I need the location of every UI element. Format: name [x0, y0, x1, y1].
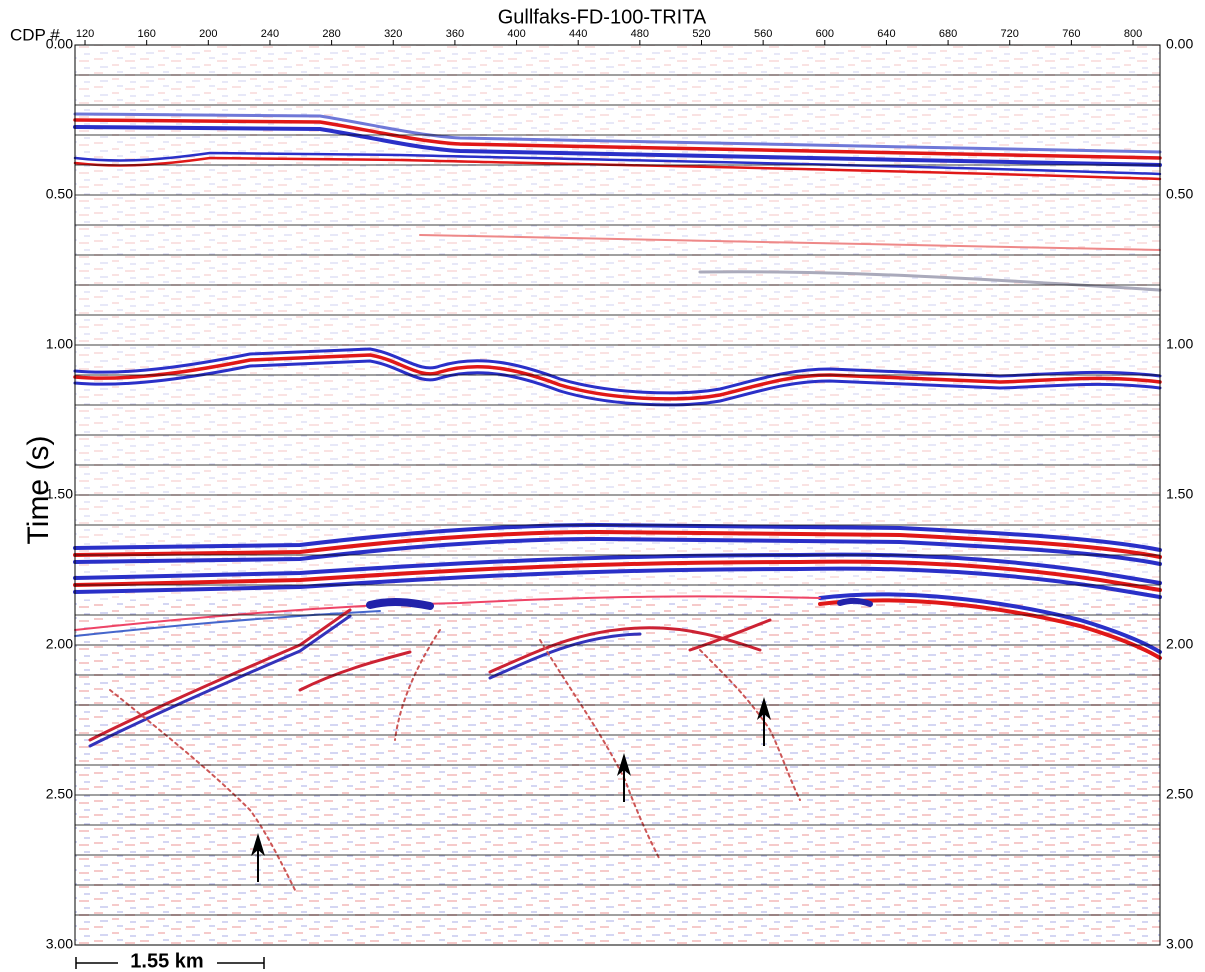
- x-tick-label: 400: [507, 28, 525, 40]
- y-tick-label: 1.50: [46, 486, 73, 502]
- y-tick-label-right: 3.00: [1166, 936, 1193, 952]
- y-tick-label-right: 0.00: [1166, 36, 1193, 52]
- y-tick-label: 0.50: [46, 186, 73, 202]
- chart-title: Gullfaks-FD-100-TRITA: [498, 6, 707, 28]
- x-tick-label: 360: [446, 28, 464, 40]
- x-tick-label: 600: [816, 28, 834, 40]
- x-tick-label: 760: [1062, 28, 1080, 40]
- y-tick-label: 1.00: [46, 336, 73, 352]
- x-tick-label: 440: [569, 28, 587, 40]
- plot-frame: [74, 44, 1161, 946]
- y-tick-label-right: 1.50: [1166, 486, 1193, 502]
- x-tick-label: 520: [692, 28, 710, 40]
- x-tick-label: 160: [137, 28, 155, 40]
- x-tick-label: 800: [1124, 28, 1142, 40]
- x-tick-label: 240: [261, 28, 279, 40]
- y-tick-label: 3.00: [46, 936, 73, 952]
- x-axis-label: CDP #: [10, 25, 60, 44]
- background-noise: [75, 600, 1160, 945]
- x-tick-label: 640: [877, 28, 895, 40]
- scale-bar-label: 1.55 km: [130, 950, 203, 972]
- y-tick-label: 2.50: [46, 786, 73, 802]
- y-tick-label: 0.00: [46, 36, 73, 52]
- y-tick-label-right: 2.00: [1166, 636, 1193, 652]
- arrows: [251, 697, 771, 882]
- x-tick-label: 560: [754, 28, 772, 40]
- y-tick-label-right: 1.00: [1166, 336, 1193, 352]
- scale-bar: 1.55 km: [75, 950, 265, 972]
- y-axis-label: Time (s): [22, 436, 55, 545]
- x-tick-label: 720: [1001, 28, 1019, 40]
- reflectors: [73, 112, 1162, 891]
- y-tick-label: 2.00: [46, 636, 73, 652]
- x-tick-label: 480: [631, 28, 649, 40]
- y-tick-label-right: 0.50: [1166, 186, 1193, 202]
- x-tick-label: 280: [322, 28, 340, 40]
- y-tick-label-right: 2.50: [1166, 786, 1193, 802]
- x-tick-label: 680: [939, 28, 957, 40]
- x-tick-label: 200: [199, 28, 217, 40]
- x-tick-label: 320: [384, 28, 402, 40]
- x-tick-label: 120: [76, 28, 94, 40]
